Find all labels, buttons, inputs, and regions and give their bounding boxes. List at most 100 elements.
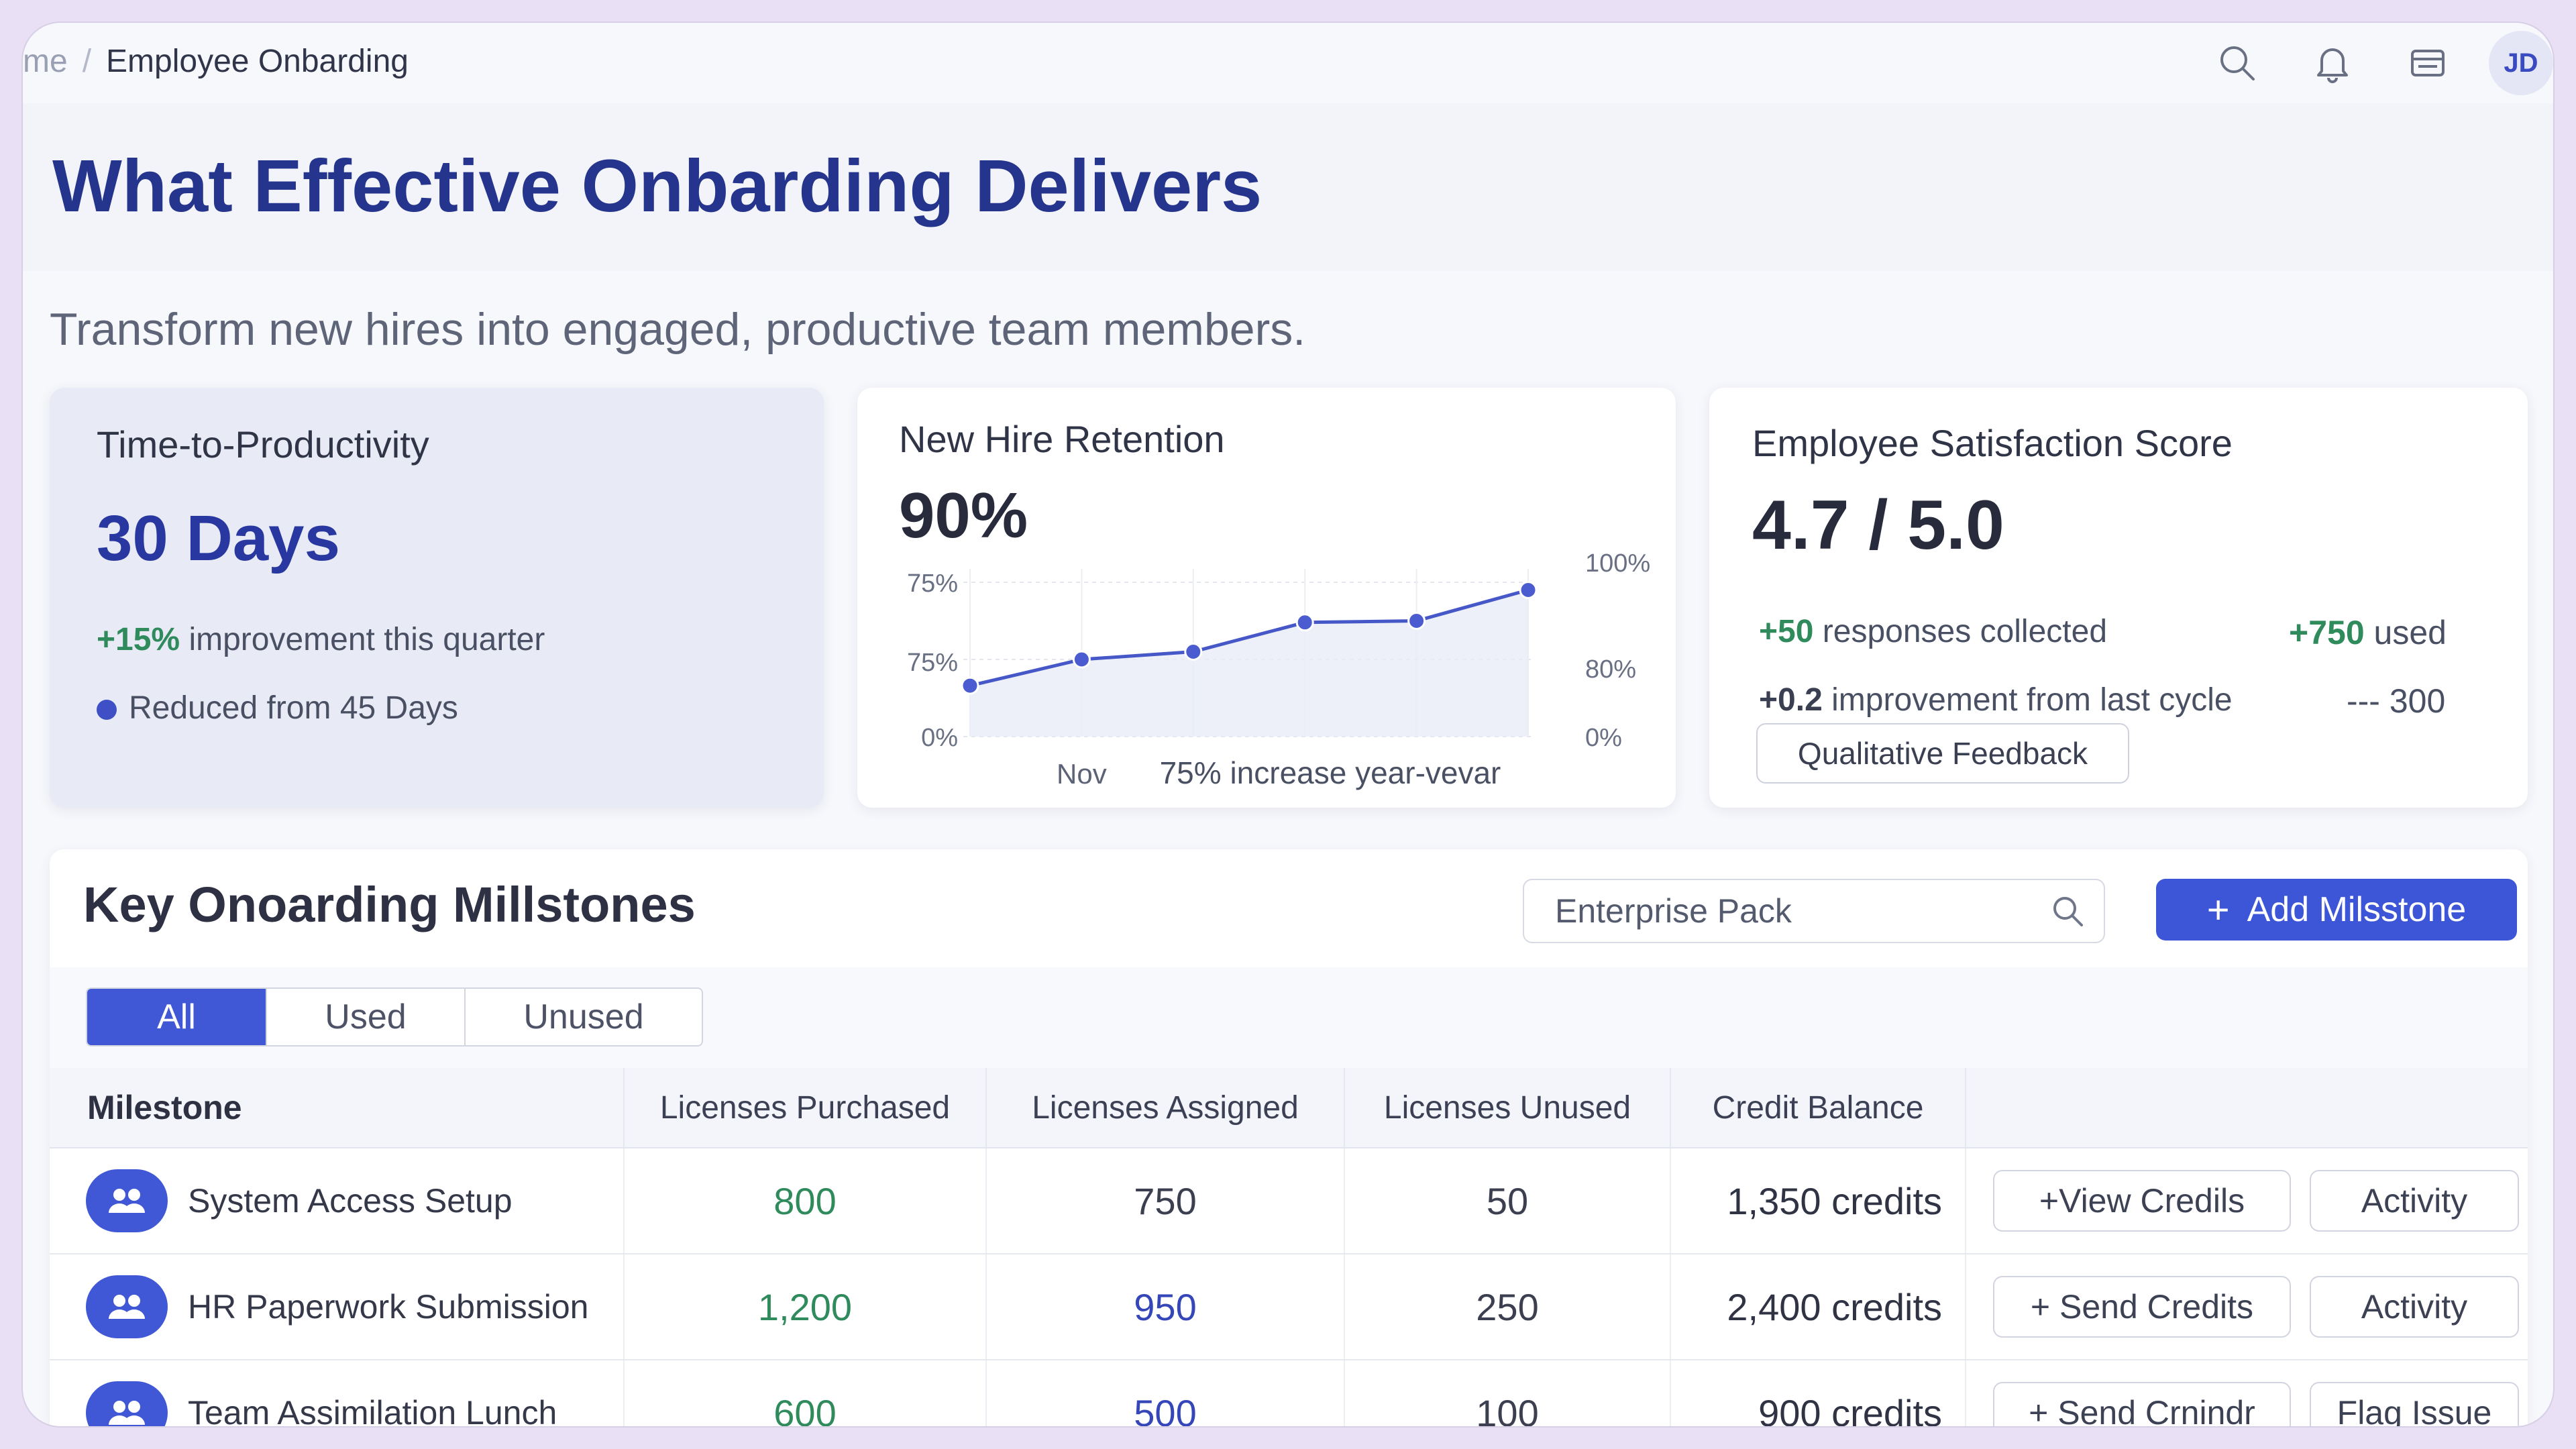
milestones-title: Key Onoarding Millstones xyxy=(83,877,696,932)
column-header-purchased[interactable]: Licenses Purchased xyxy=(624,1068,987,1148)
panel-header: Key Onoarding Millstones + Add Milsstone xyxy=(50,849,2528,967)
side-note: --- 300 xyxy=(2347,682,2446,720)
responses-text: responses collected xyxy=(1822,614,2108,649)
chart-point xyxy=(1519,581,1538,599)
retention-card: New Hire Retention 90% 75% 75% 0% 100% 80% 0%… xyxy=(857,388,1676,808)
improvement-text: improvement from last cycle xyxy=(1831,682,2233,718)
chart-area xyxy=(970,590,1528,737)
card-title: Employee Satisfaction Score xyxy=(1752,422,2233,464)
team-icon xyxy=(86,1275,168,1338)
licenses-purchased: 800 xyxy=(624,1148,987,1254)
table-row: Team Assimilation Lunch 600 500 100 900 … xyxy=(50,1360,2528,1426)
qualitative-feedback-button[interactable]: Qualitative Feedback xyxy=(1756,723,2129,784)
satisfaction-value: 4.7 / 5.0 xyxy=(1752,486,2004,564)
productivity-value: 30 Days xyxy=(97,502,340,574)
actions-cell: + Send Credits Activity xyxy=(1966,1254,2528,1360)
credit-unit: credits xyxy=(1831,1179,1942,1222)
milestone-cell: HR Paperwork Submission xyxy=(50,1254,625,1360)
send-credits-button[interactable]: + Send Credits xyxy=(1993,1276,2291,1338)
improvement-line: +0.2 improvement from last cycle xyxy=(1759,682,2233,718)
used-value: +750 xyxy=(2289,614,2365,651)
productivity-change: +15% improvement this quarter xyxy=(97,621,545,658)
credit-value: 900 xyxy=(1758,1391,1821,1427)
chart-caption: 75% increase year-vevar xyxy=(1160,755,1501,790)
card-title: New Hire Retention xyxy=(899,418,1225,460)
search-icon[interactable] xyxy=(2200,31,2274,95)
search-box xyxy=(1523,879,2105,943)
add-milestone-label: Add Milsstone xyxy=(2247,890,2467,929)
chart-x-tick-label: Nov xyxy=(1057,758,1107,790)
credit-value: 1,350 xyxy=(1727,1179,1821,1222)
chart-right-tick-label: 80% xyxy=(1585,655,1636,684)
improvement-value: +0.2 xyxy=(1759,682,1823,718)
user-avatar[interactable]: JD xyxy=(2489,31,2553,95)
licenses-assigned: 950 xyxy=(986,1254,1345,1360)
chart-point xyxy=(1295,613,1314,632)
column-header-milestone[interactable]: Milestone xyxy=(50,1068,625,1148)
team-icon xyxy=(86,1169,168,1232)
filter-used[interactable]: Used xyxy=(267,989,466,1045)
add-milestone-button[interactable]: + Add Milsstone xyxy=(2156,879,2517,941)
actions-cell: +View Credils Activity xyxy=(1966,1148,2528,1254)
change-percent: +15% xyxy=(97,622,180,657)
milestone-name: System Access Setup xyxy=(188,1182,513,1220)
inbox-icon[interactable] xyxy=(2391,31,2465,95)
credit-balance: 900 credits xyxy=(1670,1360,1966,1426)
chart-left-tick-label: 75% xyxy=(907,649,958,677)
column-header-assigned[interactable]: Licenses Assigned xyxy=(986,1068,1345,1148)
chart-point xyxy=(1407,612,1426,630)
table-row: System Access Setup 800 750 50 1,350 cre… xyxy=(50,1148,2528,1254)
bell-icon[interactable] xyxy=(2296,31,2369,95)
responses-line: +50 responses collected xyxy=(1759,613,2107,650)
chart-point xyxy=(1184,643,1203,661)
productivity-card: Time-to-Productivity 30 Days +15% improv… xyxy=(50,388,824,808)
retention-chart: 75% 75% 0% 100% 80% 0% Nov 75% increase year-ve… xyxy=(907,549,1650,790)
satisfaction-card: Employee Satisfaction Score 4.7 / 5.0 +5… xyxy=(1709,388,2528,808)
credit-balance: 1,350 credits xyxy=(1670,1148,1966,1254)
licenses-purchased: 600 xyxy=(624,1360,987,1426)
credit-unit: credits xyxy=(1831,1391,1942,1427)
milestones-panel: Key Onoarding Millstones +Add Milsstone … xyxy=(50,849,2528,1426)
flag-issue-button[interactable]: Flag Issue xyxy=(2310,1382,2519,1426)
licenses-assigned: 500 xyxy=(986,1360,1345,1426)
table-header-row: Milestone Licenses Purchased Licenses As… xyxy=(50,1068,2528,1148)
activity-button[interactable]: Activity xyxy=(2310,1276,2519,1338)
retention-value: 90% xyxy=(899,480,1028,551)
breadcrumb-current: Employee Onbarding xyxy=(106,44,409,79)
search-input[interactable] xyxy=(1524,880,2034,942)
chart-right-tick-label: 0% xyxy=(1585,724,1622,752)
chart-series-line xyxy=(969,588,1529,688)
used-line: +750 used xyxy=(2289,613,2447,652)
bullet-dot-icon xyxy=(97,700,117,720)
filter-tabs: All Used Unused xyxy=(86,987,703,1046)
activity-button[interactable]: Activity xyxy=(2310,1170,2519,1232)
credit-unit: credits xyxy=(1831,1285,1942,1328)
send-reminder-button[interactable]: + Send Crnindr xyxy=(1993,1382,2291,1426)
chart-point xyxy=(961,676,979,695)
column-header-unused[interactable]: Licenses Unused xyxy=(1344,1068,1671,1148)
breadcrumb: me / Employee Onbarding xyxy=(23,43,409,80)
search-icon[interactable] xyxy=(2050,894,2085,932)
column-header-credit[interactable]: Credit Balance xyxy=(1670,1068,1966,1148)
chart-left-tick-label: 75% xyxy=(907,570,958,598)
productivity-note: Reduced from 45 Days xyxy=(97,690,458,727)
breadcrumb-separator: / xyxy=(82,44,92,79)
top-bar: me / Employee Onbarding JD xyxy=(23,23,2553,103)
licenses-assigned: 750 xyxy=(986,1148,1345,1254)
filter-unused[interactable]: Unused xyxy=(523,998,644,1036)
top-icons: JD xyxy=(2179,31,2553,95)
credit-value: 2,400 xyxy=(1727,1285,1821,1328)
hero-band xyxy=(23,103,2553,271)
licenses-unused: 250 xyxy=(1344,1254,1671,1360)
view-credits-button[interactable]: +View Credils xyxy=(1993,1170,2291,1232)
responses-value: +50 xyxy=(1759,614,1814,649)
milestone-name: Team Assimilation Lunch xyxy=(188,1394,557,1426)
chart-right-tick-label: 100% xyxy=(1585,549,1650,578)
breadcrumb-home[interactable]: me xyxy=(23,44,68,79)
page-title: What Effective Onbarding Delivers xyxy=(52,145,1263,227)
milestone-cell: Team Assimilation Lunch xyxy=(50,1360,625,1426)
filter-all[interactable]: All xyxy=(87,989,267,1045)
milestone-name: HR Paperwork Submission xyxy=(188,1288,589,1326)
app-frame: me / Employee Onbarding JD What Effective … xyxy=(23,23,2553,1426)
plus-icon: + xyxy=(2206,888,2230,932)
